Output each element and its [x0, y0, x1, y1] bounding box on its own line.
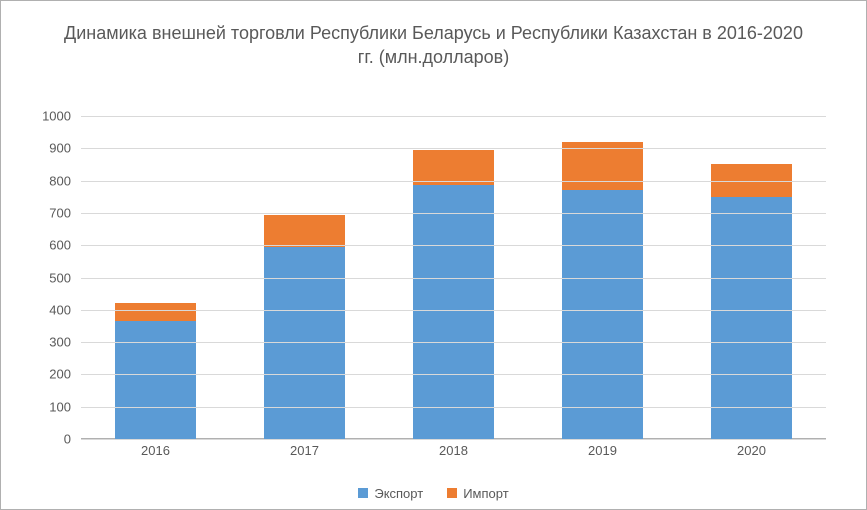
- y-tick-label: 600: [11, 238, 71, 253]
- plot-area: [81, 116, 826, 439]
- x-axis: 2016 2017 2018 2019 2020: [81, 439, 826, 469]
- grid-line: [81, 310, 826, 311]
- y-tick-label: 1000: [11, 109, 71, 124]
- bar-segment-экспорт: [115, 321, 197, 439]
- x-tick-label: 2016: [141, 443, 170, 458]
- chart-container: Динамика внешней торговли Республики Бел…: [0, 0, 867, 510]
- grid-line: [81, 278, 826, 279]
- bar-segment-экспорт: [413, 185, 495, 439]
- x-tick-label: 2019: [588, 443, 617, 458]
- bar-segment-экспорт: [562, 190, 644, 439]
- y-tick-label: 800: [11, 173, 71, 188]
- grid-line: [81, 181, 826, 182]
- y-tick-label: 100: [11, 399, 71, 414]
- grid-line: [81, 148, 826, 149]
- bar-segment-импорт: [264, 215, 346, 247]
- x-tick-label: 2020: [737, 443, 766, 458]
- grid-line: [81, 407, 826, 408]
- grid-line: [81, 342, 826, 343]
- y-tick-label: 0: [11, 432, 71, 447]
- grid-line: [81, 374, 826, 375]
- chart-title: Динамика внешней торговли Республики Бел…: [1, 21, 866, 70]
- grid-line: [81, 116, 826, 117]
- y-tick-label: 900: [11, 141, 71, 156]
- grid-line: [81, 213, 826, 214]
- legend: Экспорт Импорт: [1, 486, 866, 502]
- legend-label: Импорт: [463, 486, 508, 501]
- legend-item: Импорт: [447, 486, 508, 501]
- bar-segment-экспорт: [711, 197, 793, 439]
- legend-item: Экспорт: [358, 486, 423, 501]
- legend-swatch: [447, 488, 457, 498]
- bar-segment-импорт: [115, 303, 197, 321]
- y-tick-label: 300: [11, 335, 71, 350]
- legend-swatch: [358, 488, 368, 498]
- y-tick-label: 200: [11, 367, 71, 382]
- x-tick-label: 2017: [290, 443, 319, 458]
- grid-line: [81, 245, 826, 246]
- y-tick-label: 700: [11, 205, 71, 220]
- y-tick-label: 400: [11, 302, 71, 317]
- y-axis: 01002003004005006007008009001000: [1, 116, 81, 439]
- y-tick-label: 500: [11, 270, 71, 285]
- x-tick-label: 2018: [439, 443, 468, 458]
- legend-label: Экспорт: [374, 486, 423, 501]
